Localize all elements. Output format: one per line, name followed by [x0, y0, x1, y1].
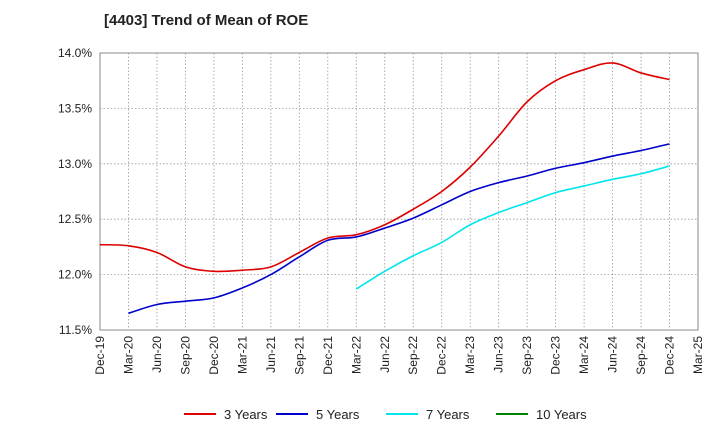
- y-tick-label: 12.0%: [58, 268, 92, 282]
- x-tick-label: Dec-19: [93, 336, 107, 375]
- x-tick-label: Mar-22: [349, 336, 363, 374]
- series-lines: [99, 62, 670, 315]
- legend: 3 Years 5 Years 7 Years 10 Years: [184, 407, 587, 422]
- legend-label: 5 Years: [316, 407, 360, 422]
- legend-item-3-years: 3 Years: [184, 407, 268, 422]
- x-tick-label: Dec-22: [435, 336, 449, 375]
- legend-item-5-years: 5 Years: [276, 407, 360, 422]
- x-tick-label: Jun-21: [264, 336, 278, 373]
- series-line-3-years: [99, 62, 670, 273]
- x-tick-label: Dec-20: [207, 336, 221, 375]
- series-line-7-years: [355, 165, 670, 290]
- x-axis: Dec-19 Mar-20 Jun-20 Sep-20 Dec-20 Mar-21 Jun-…: [93, 336, 705, 375]
- plot-frame: [99, 52, 699, 331]
- y-tick-label: 13.0%: [58, 157, 92, 171]
- x-tick-label: Sep-23: [520, 336, 534, 375]
- x-tick-label: Mar-21: [235, 336, 249, 374]
- x-tick-label: Jun-22: [378, 336, 392, 373]
- x-tick-label: Sep-20: [178, 336, 192, 375]
- x-tick-label: Sep-22: [406, 336, 420, 375]
- y-tick-label: 11.5%: [59, 323, 92, 337]
- x-tick-label: Jun-24: [606, 336, 620, 373]
- legend-label: 7 Years: [426, 407, 470, 422]
- x-tick-label: Dec-24: [663, 336, 677, 375]
- legend-label: 10 Years: [536, 407, 587, 422]
- x-tick-label: Dec-23: [549, 336, 563, 375]
- series-line-5-years: [128, 143, 670, 315]
- legend-item-7-years: 7 Years: [386, 407, 470, 422]
- x-tick-label: Mar-25: [691, 336, 705, 374]
- y-tick-label: 12.5%: [58, 212, 92, 226]
- y-tick-label: 13.5%: [58, 101, 92, 115]
- x-tick-label: Sep-24: [634, 336, 648, 375]
- x-tick-label: Mar-23: [463, 336, 477, 374]
- grid: [100, 53, 698, 330]
- legend-label: 3 Years: [224, 407, 268, 422]
- x-tick-label: Mar-20: [121, 336, 135, 374]
- x-tick-label: Jun-23: [492, 336, 506, 373]
- y-axis: 11.5% 12.0% 12.5% 13.0% 13.5% 14.0%: [58, 46, 92, 337]
- x-tick-label: Jun-20: [150, 336, 164, 373]
- chart-title: [4403] Trend of Mean of ROE: [104, 12, 309, 29]
- x-tick-label: Sep-21: [292, 336, 306, 375]
- x-tick-label: Mar-24: [577, 336, 591, 374]
- x-tick-label: Dec-21: [321, 336, 335, 375]
- y-tick-label: 14.0%: [58, 46, 92, 60]
- legend-item-10-years: 10 Years: [496, 407, 587, 422]
